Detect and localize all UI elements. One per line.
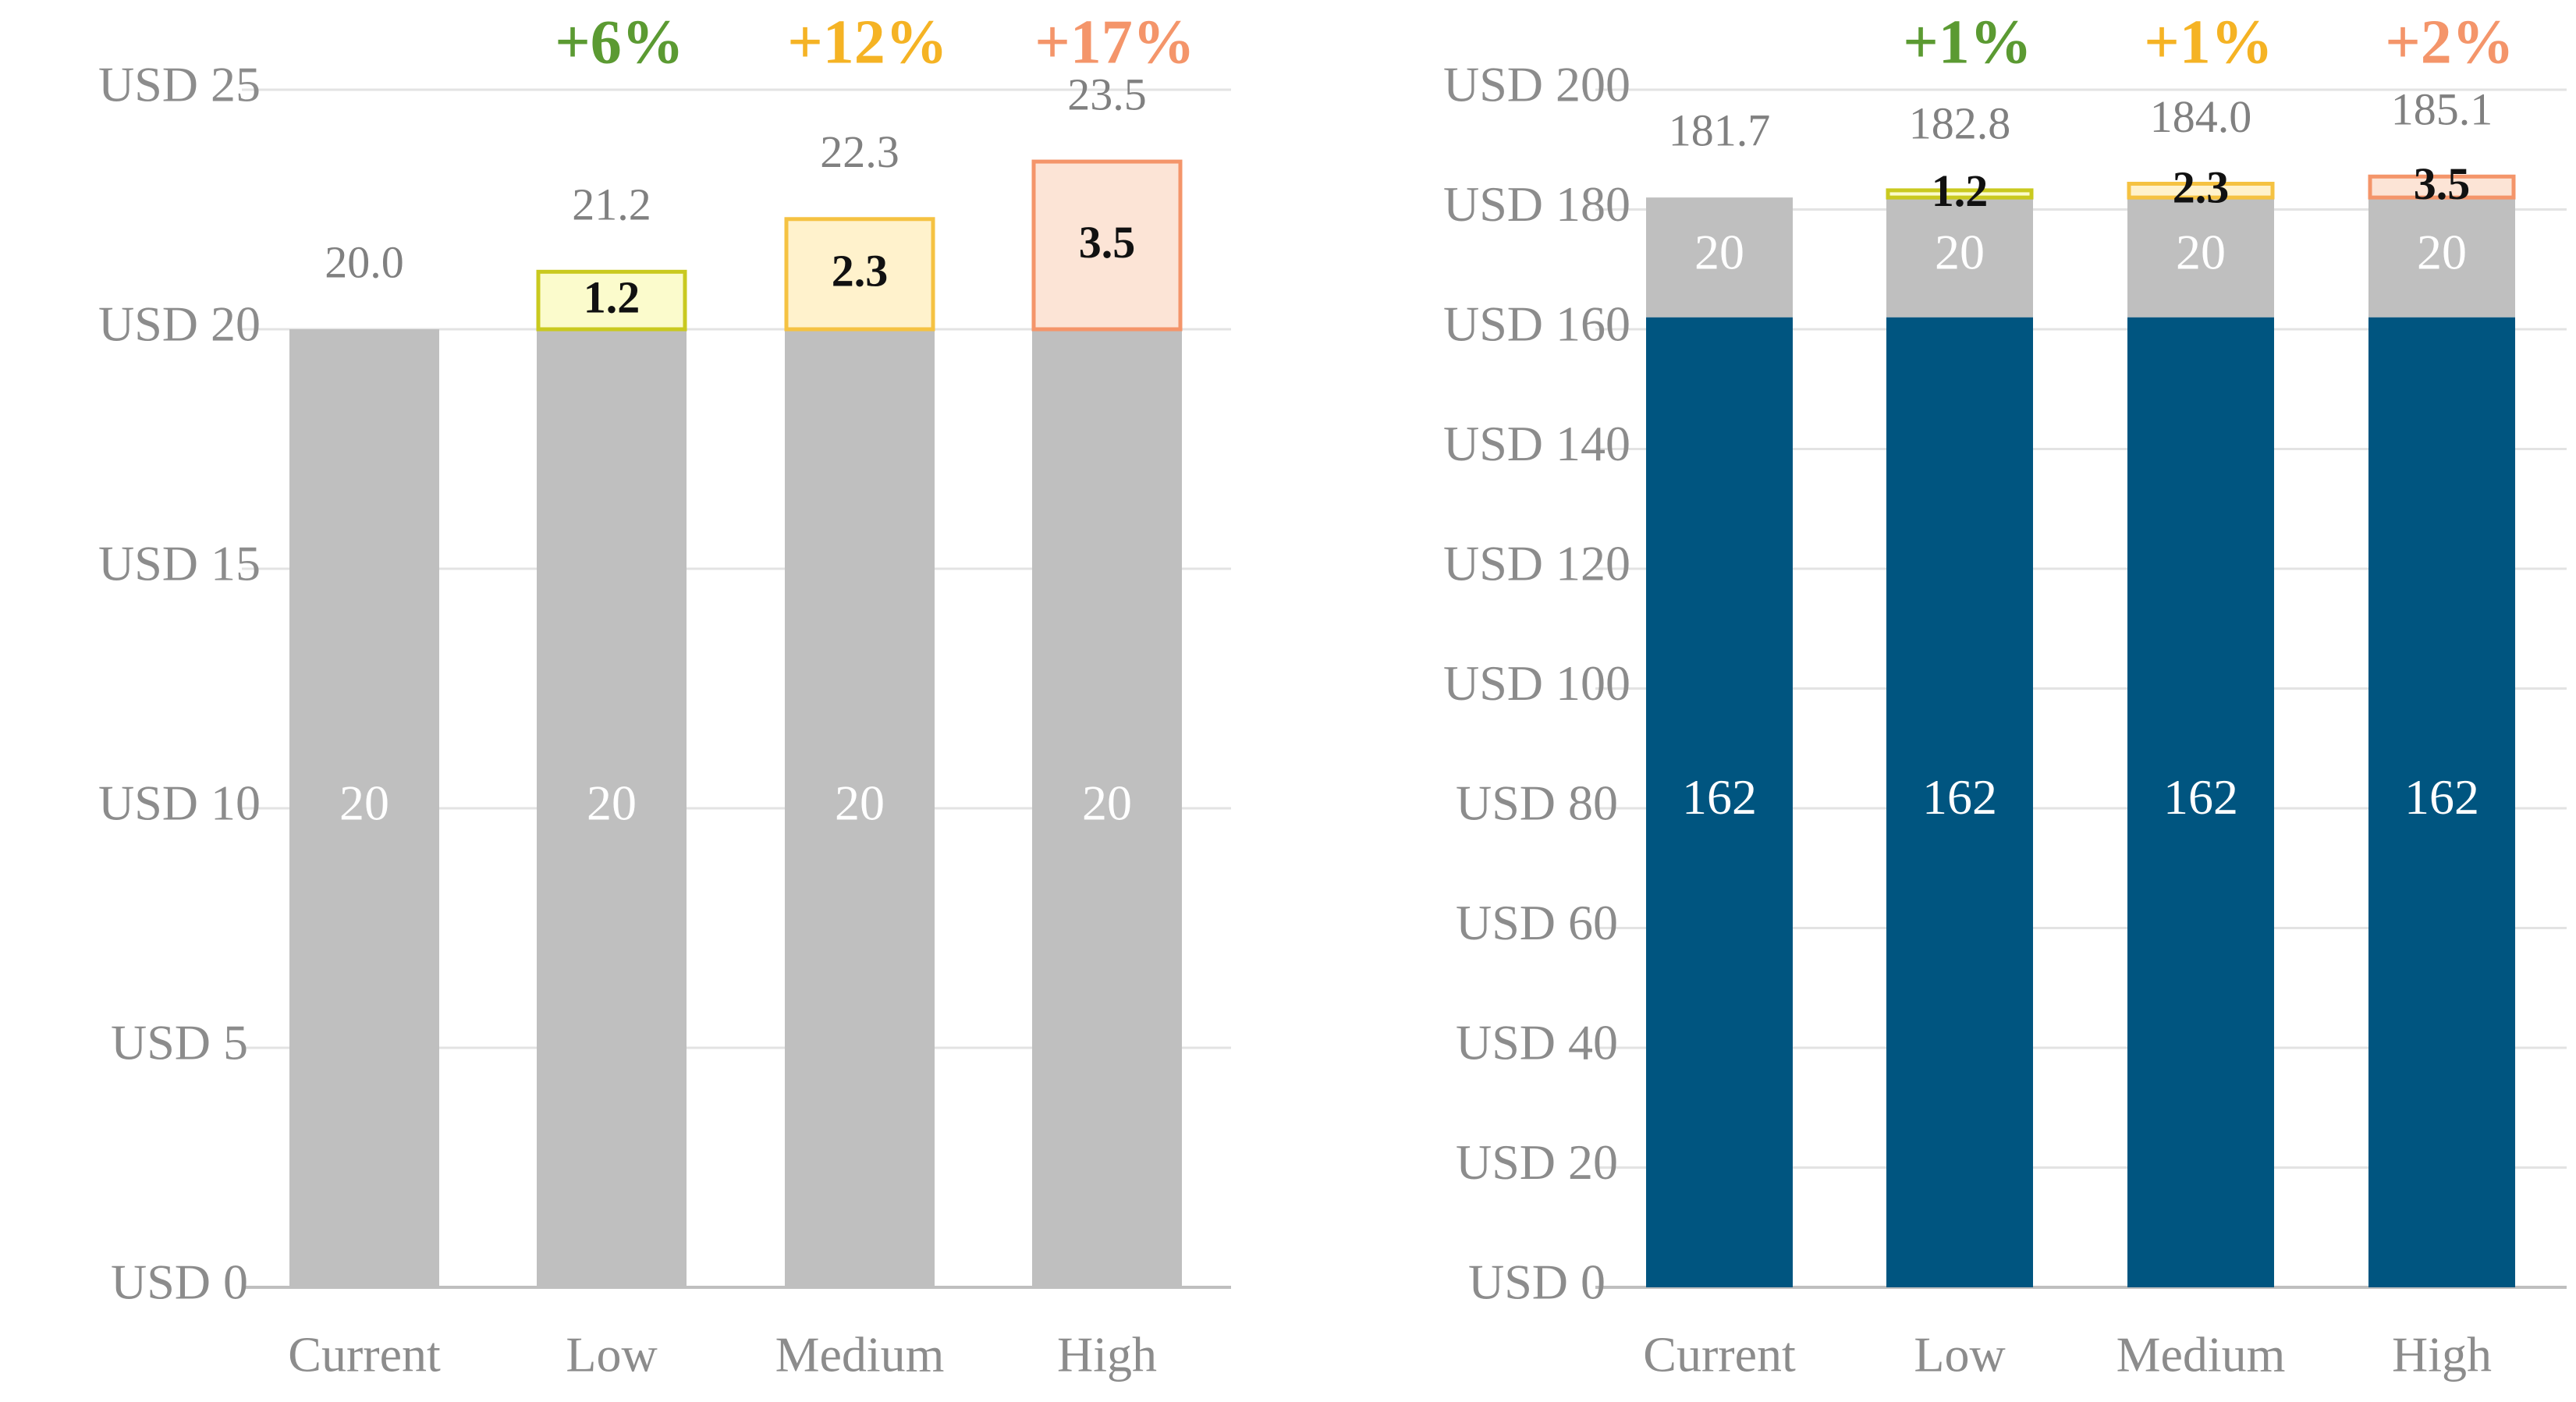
bar-segment-1-1-3 <box>2368 197 2515 318</box>
y-tick-label-1-6: USD 120 <box>1443 536 1630 591</box>
bar-increment-1-3 <box>2368 174 2516 200</box>
total-label-0-0: 20.0 <box>325 236 404 287</box>
segment-label-1-0-3: 162 <box>2404 769 2479 825</box>
percent-change-1-1: +1% <box>1903 8 2032 76</box>
x-tick-label-1-2: Medium <box>2117 1327 2286 1382</box>
x-tick-label-1-0: Current <box>1643 1327 1796 1382</box>
bar-segment-1-1-2 <box>2127 197 2274 318</box>
y-tick-label-1-10: USD 200 <box>1443 57 1630 112</box>
percent-change-0-3: +17% <box>1034 8 1195 76</box>
segment-label-0-0-1: 20 <box>587 776 637 831</box>
y-tick-label-0-3: USD 15 <box>98 536 261 591</box>
increment-label-1-1: 1.2 <box>1932 165 1989 216</box>
increment-label-1-3: 3.5 <box>2414 158 2471 209</box>
y-tick-label-0-1: USD 5 <box>111 1015 248 1070</box>
y-tick-label-1-5: USD 100 <box>1443 655 1630 711</box>
bar-increment-0-3 <box>1031 159 1183 332</box>
segment-label-1-1-0: 20 <box>1694 225 1744 280</box>
percent-change-1-3: +2% <box>2385 8 2514 76</box>
bar-segment-1-1-1 <box>1886 197 2033 318</box>
percent-change-1-2: +1% <box>2144 8 2273 76</box>
segment-label-0-0-2: 20 <box>835 776 885 831</box>
total-label-0-2: 22.3 <box>820 126 899 177</box>
y-tick-label-1-9: USD 180 <box>1443 176 1630 232</box>
x-tick-label-1-3: High <box>2392 1327 2492 1382</box>
percent-change-0-2: +12% <box>787 8 948 76</box>
bar-increment-0-2 <box>784 217 935 332</box>
bar-segment-0-0-2 <box>785 329 935 1287</box>
segment-label-1-1-3: 20 <box>2417 225 2467 280</box>
percent-change-0-1: +6% <box>555 8 684 76</box>
segment-label-1-1-1: 20 <box>1935 225 1985 280</box>
x-tick-label-0-2: Medium <box>775 1327 945 1382</box>
bar-segment-1-1-0 <box>1646 197 1793 318</box>
bar-segment-0-0-1 <box>537 329 687 1287</box>
increment-label-1-2: 2.3 <box>2173 162 2230 213</box>
y-tick-label-0-0: USD 0 <box>111 1255 248 1310</box>
y-tick-label-1-2: USD 40 <box>1456 1015 1618 1070</box>
x-tick-label-0-1: Low <box>566 1327 657 1382</box>
total-label-0-1: 21.2 <box>572 179 651 230</box>
y-tick-label-1-1: USD 20 <box>1456 1134 1618 1190</box>
segment-label-0-0-3: 20 <box>1082 776 1132 831</box>
segment-label-0-0-0: 20 <box>339 776 389 831</box>
increment-label-0-3: 3.5 <box>1079 217 1136 268</box>
bar-segment-1-0-1 <box>1886 317 2033 1287</box>
total-label-1-2: 184.0 <box>2150 91 2252 142</box>
bar-increment-1-1 <box>1886 188 2034 200</box>
bar-segment-0-0-3 <box>1032 329 1182 1287</box>
segment-label-1-0-0: 162 <box>1682 769 1757 825</box>
y-tick-label-1-0: USD 0 <box>1468 1255 1606 1310</box>
bar-segment-0-0-0 <box>289 329 439 1287</box>
y-tick-label-1-3: USD 60 <box>1456 895 1618 950</box>
bar-increment-1-2 <box>2127 181 2275 200</box>
bar-segment-1-0-3 <box>2368 317 2515 1287</box>
total-label-1-0: 181.7 <box>1669 105 1771 155</box>
bar-segment-1-0-2 <box>2127 317 2274 1287</box>
y-tick-label-0-5: USD 25 <box>98 57 261 112</box>
total-label-1-3: 185.1 <box>2391 84 2493 135</box>
total-label-1-1: 182.8 <box>1909 98 2011 148</box>
x-tick-label-0-3: High <box>1057 1327 1157 1382</box>
segment-label-1-1-2: 20 <box>2176 225 2226 280</box>
segment-label-1-0-1: 162 <box>1922 769 1997 825</box>
increment-label-0-1: 1.2 <box>584 272 640 322</box>
x-tick-label-0-0: Current <box>288 1327 441 1382</box>
bar-segment-1-0-0 <box>1646 317 1793 1287</box>
y-tick-label-1-8: USD 160 <box>1443 296 1630 352</box>
y-tick-label-0-4: USD 20 <box>98 296 261 352</box>
y-tick-label-1-4: USD 80 <box>1456 776 1618 831</box>
bar-increment-0-1 <box>536 269 687 332</box>
x-tick-label-1-1: Low <box>1914 1327 2005 1382</box>
segment-label-1-0-2: 162 <box>2163 769 2238 825</box>
increment-label-0-2: 2.3 <box>832 246 889 296</box>
y-tick-label-1-7: USD 140 <box>1443 416 1630 471</box>
total-label-0-3: 23.5 <box>1067 69 1147 119</box>
y-tick-label-0-2: USD 10 <box>98 776 261 831</box>
